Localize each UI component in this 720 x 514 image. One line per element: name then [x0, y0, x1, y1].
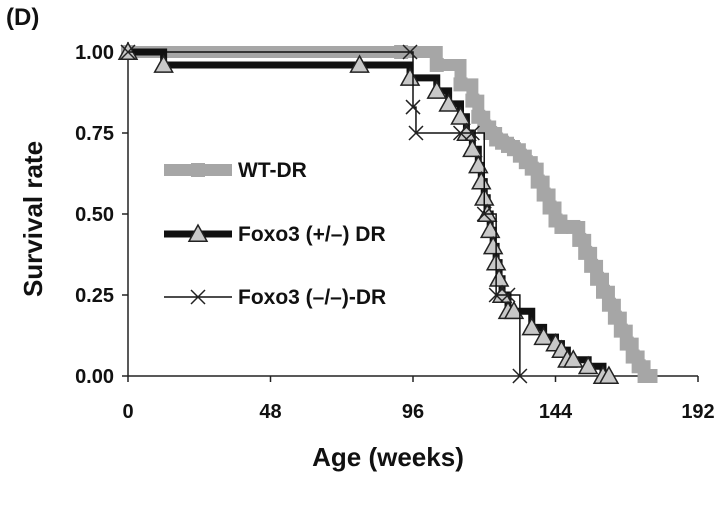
data-point-square: [453, 77, 468, 92]
data-point-x: [190, 289, 206, 305]
y-tick-label: 1.00: [75, 42, 114, 64]
data-point-triangle: [521, 316, 543, 336]
data-point-square: [542, 200, 557, 215]
data-point-triangle: [471, 171, 492, 190]
data-point-square: [607, 310, 622, 325]
data-point-square: [584, 258, 599, 273]
data-point-x: [405, 99, 421, 115]
data-point-triangle: [450, 106, 471, 125]
data-point-triangle: [482, 235, 504, 255]
data-point-square: [530, 174, 545, 189]
data-point-triangle: [577, 355, 599, 375]
legend-item-2: Foxo3 (–/–)-DR: [164, 286, 386, 309]
data-point-triangle: [533, 326, 554, 346]
x-tick-label: 0: [122, 401, 133, 423]
legend-label: Foxo3 (+/–) DR: [238, 223, 386, 246]
x-tick-label: 144: [539, 401, 573, 423]
data-point-x: [120, 44, 136, 60]
series-2: [120, 44, 528, 384]
data-point-square: [465, 93, 480, 108]
series-layer: [117, 41, 658, 384]
x-stroke-b: [190, 289, 206, 305]
x-tick-label: 48: [259, 401, 281, 423]
data-point-triangle: [187, 223, 209, 242]
data-point-square: [613, 323, 628, 338]
data-point-square: [554, 219, 569, 234]
data-point-triangle: [399, 67, 421, 86]
data-point-triangle: [426, 80, 448, 99]
series-0: [121, 45, 658, 383]
data-point-triangle: [153, 54, 174, 73]
x-stroke-b: [464, 125, 480, 141]
x-tick-label: 96: [402, 401, 424, 423]
data-point-x: [402, 44, 418, 60]
data-point-square: [191, 163, 205, 177]
axes: 0 48 96 144 192 0.00 0.25 0.50 0.75 1.00 Age (week…: [18, 42, 715, 472]
data-point-triangle: [488, 268, 510, 287]
x-stroke-b: [476, 206, 492, 222]
x-stroke-b: [120, 44, 136, 60]
data-point-x: [476, 206, 492, 222]
data-point-x: [512, 368, 528, 384]
legend-label: WT-DR: [238, 159, 307, 182]
data-point-square: [596, 284, 610, 299]
data-point-x: [488, 287, 504, 303]
y-tick-label: 0.75: [75, 123, 114, 145]
legend-item-1: Foxo3 (+/–) DR: [164, 223, 386, 246]
x-stroke-b: [488, 287, 504, 303]
data-point-triangle: [503, 300, 525, 320]
panel-label: (D): [6, 4, 40, 31]
data-point-square: [578, 245, 593, 260]
legend-item-0: WT-DR: [164, 159, 307, 182]
data-point-triangle: [598, 365, 620, 384]
series-1: [117, 41, 620, 384]
y-tick-label: 0.25: [75, 285, 114, 307]
data-point-square: [590, 271, 605, 286]
data-point-x: [500, 287, 516, 303]
data-point-x: [452, 125, 469, 141]
data-point-square: [429, 57, 444, 72]
x-stroke-b: [402, 44, 418, 60]
data-point-x: [464, 125, 480, 141]
data-point-square: [601, 297, 616, 312]
legend: WT-DR Foxo3 (+/–) DR Foxo3 (–/–)-DR: [164, 159, 386, 309]
data-point-triangle: [563, 349, 584, 368]
x-stroke-b: [408, 125, 424, 141]
data-point-triangle: [468, 154, 489, 174]
data-point-x: [408, 125, 424, 141]
data-point-square: [643, 369, 658, 383]
data-point-triangle: [479, 219, 501, 239]
data-point-triangle: [438, 93, 459, 112]
x-stroke-b: [405, 99, 421, 115]
data-point-triangle: [349, 54, 370, 73]
y-tick-label: 0.00: [75, 366, 114, 388]
x-stroke-b: [452, 125, 469, 141]
series-line: [128, 46, 651, 382]
x-stroke-b: [512, 368, 528, 384]
data-point-square: [566, 219, 581, 234]
data-point-square: [536, 187, 551, 202]
data-point-square: [619, 336, 634, 351]
x-tick-label: 192: [681, 401, 714, 423]
x-stroke-b: [500, 287, 516, 303]
y-axis-title: Survival rate: [18, 141, 48, 297]
legend-label: Foxo3 (–/–)-DR: [238, 286, 386, 309]
y-tick-label: 0.50: [75, 204, 114, 226]
data-point-triangle: [462, 138, 483, 158]
x-axis-title: Age (weeks): [312, 442, 464, 472]
data-point-square: [524, 161, 539, 176]
data-point-square: [572, 232, 587, 247]
